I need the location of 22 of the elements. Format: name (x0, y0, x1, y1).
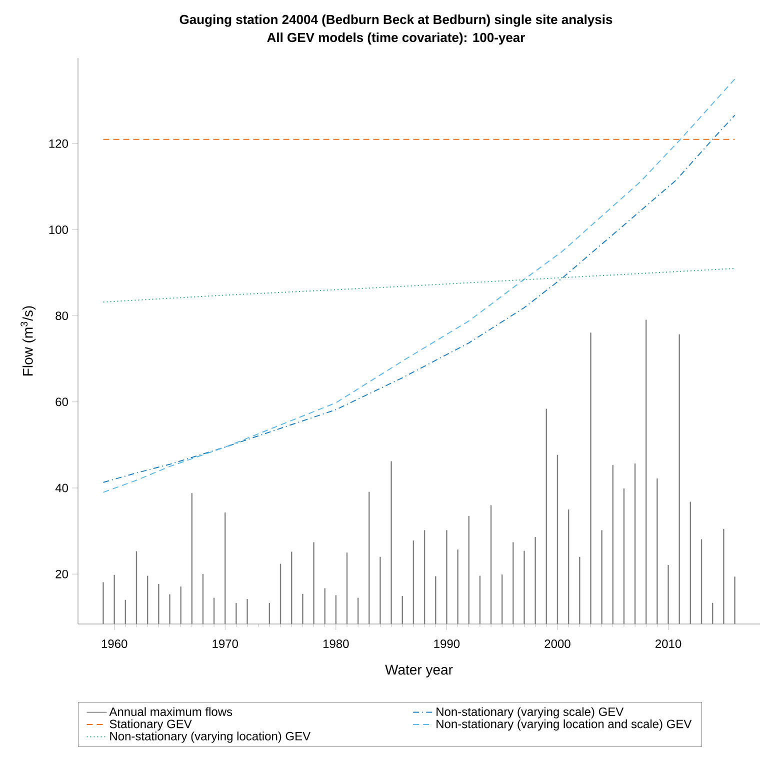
line-series (102, 268, 736, 303)
x-axis-title: Water year (385, 664, 453, 678)
x-tick-label: 1960 (102, 640, 128, 648)
legend-label: Annual maximum flows (109, 707, 232, 716)
x-tick-label: 1990 (434, 640, 460, 648)
y-tick-label: 40 (55, 484, 68, 492)
x-tick-label: 1980 (323, 640, 349, 648)
x-tick-label: 1970 (212, 640, 238, 648)
x-tick-label: 2000 (544, 640, 570, 648)
chart-subtitle: All GEV models (time covariate): 100-year (267, 32, 525, 45)
x-tick-label: 2010 (656, 640, 682, 648)
y-axis-title: Flow (m$^{3}$/s) (20, 306, 36, 376)
y-tick-label: 100 (49, 225, 68, 234)
y-tick-label: 20 (56, 570, 68, 578)
legend-label: Non-stationary (varying location) GEV (110, 732, 311, 743)
legend-label: Stationary GEV (110, 719, 192, 731)
legend-label: Non-stationary (varying scale) GEV (436, 707, 624, 718)
chart-title: Gauging station 24004 (Bedburn Beck at Bedburn) single site analysis (180, 14, 612, 27)
y-tick-label: 60 (56, 398, 68, 406)
legend-label: Non-stationary (varying location and scale) GEV (436, 719, 692, 731)
y-tick-label: 120 (49, 139, 68, 148)
y-tick-label: 80 (56, 312, 68, 320)
